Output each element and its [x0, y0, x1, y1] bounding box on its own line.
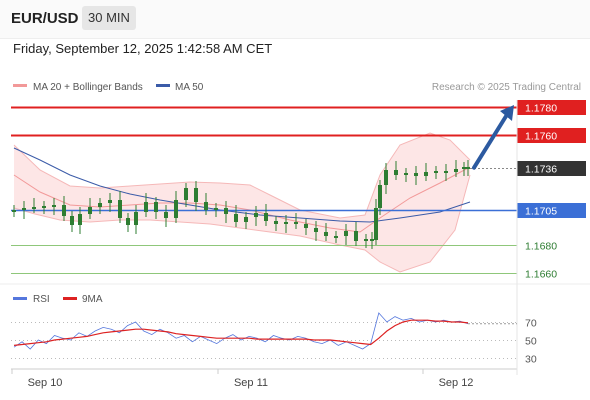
time-axis-label: Sep 10 [28, 377, 63, 389]
pivot-price-label: 1.1705 [525, 206, 557, 218]
candle-body [204, 202, 208, 210]
candle-body [118, 200, 122, 218]
candle-body [234, 214, 238, 222]
ma50-legend-label: MA 50 [175, 82, 204, 93]
candle-body [384, 170, 388, 185]
candle-body [244, 217, 248, 222]
candle-body [404, 173, 408, 175]
candle-body [344, 231, 348, 236]
credit-label: Research © 2025 Trading Central [432, 82, 581, 93]
candle-body [52, 205, 56, 207]
last-price-price-label: 1.1736 [525, 164, 557, 176]
candle-body [414, 173, 418, 176]
rsi-pane: 70 50 30 [11, 312, 537, 366]
resistance-tag-pointer [517, 100, 523, 115]
resistance-price-label: 1.1780 [525, 103, 557, 115]
candle-body [364, 239, 368, 241]
target-arrow-head [500, 105, 514, 121]
timeframe-button[interactable]: 30 MIN [82, 6, 136, 30]
candle-body [334, 236, 338, 238]
price-levels: 1.1780 1.1760 1.1736 1.1705 1.1680 1.1660 [11, 100, 586, 281]
ma50-legend-swatch [156, 84, 170, 87]
candle-body [164, 212, 168, 218]
pivot-tag-pointer [517, 203, 523, 218]
bollinger-lower-line [13, 174, 471, 273]
bollinger-legend-label: MA 20 + Bollinger Bands [33, 82, 143, 93]
rsi-legend-label: RSI [33, 294, 50, 305]
bollinger-band-fill [14, 133, 470, 272]
rsi-ma-legend-swatch [63, 297, 77, 300]
last-price-tag-pointer [517, 161, 523, 176]
resistance-price-label: 1.1760 [525, 131, 557, 143]
candle-body [214, 208, 218, 210]
rsi-ma-line [13, 319, 469, 346]
candle-body [284, 222, 288, 224]
bollinger-band-area [13, 132, 471, 273]
rsi-legend-swatch [13, 297, 27, 300]
support-price-label: 1.1680 [525, 241, 557, 253]
symbol-label: EUR/USD [11, 10, 79, 27]
time-axis-label: Sep 12 [439, 377, 474, 389]
candlestick-series [12, 160, 470, 249]
bollinger-upper-line [13, 132, 471, 219]
candle-body [174, 200, 178, 218]
candle-body [126, 218, 130, 225]
candle-body [454, 169, 458, 172]
candle-body [12, 210, 16, 212]
resistance-tag-pointer [517, 128, 523, 143]
candle-body [254, 213, 258, 217]
time-axis-label: Sep 11 [234, 377, 268, 389]
candle-body [62, 205, 66, 216]
rsi-tick-label: 50 [525, 336, 537, 348]
candle-body [374, 208, 378, 240]
candle-body [88, 207, 92, 214]
candle-body [444, 171, 448, 173]
candle-body [370, 239, 374, 241]
candle-body [462, 167, 466, 169]
candle-body [314, 228, 318, 232]
candle-body [144, 202, 148, 212]
ma20-line [13, 166, 471, 233]
candle-body [22, 208, 26, 210]
candle-body [194, 188, 198, 202]
target-arrow [472, 105, 514, 170]
candle-body [394, 170, 398, 175]
candle-body [184, 188, 188, 200]
candle-body [108, 200, 112, 203]
candle-body [42, 206, 46, 208]
support-price-label: 1.1660 [525, 269, 557, 281]
rsi-tick-label: 70 [525, 318, 537, 330]
candle-body [78, 214, 82, 225]
candle-body [378, 185, 382, 208]
target-arrow-shaft [472, 111, 510, 170]
candle-body [274, 221, 278, 224]
bollinger-legend-swatch [13, 84, 27, 87]
candle-body [70, 216, 74, 225]
candle-body [354, 231, 358, 241]
rsi-tick-label: 30 [525, 354, 537, 366]
candle-body [434, 171, 438, 173]
candle-body [466, 167, 470, 169]
candle-body [224, 208, 228, 214]
candle-body [324, 232, 328, 236]
pivot-price-tag [517, 203, 586, 218]
rsi-ma-legend-label: 9MA [82, 294, 103, 305]
resistance-price-tag [517, 128, 586, 143]
candle-body [134, 212, 138, 225]
last-price-price-tag [517, 161, 586, 176]
candle-body [424, 172, 428, 176]
candle-body [304, 224, 308, 228]
chart-header: EUR/USD 30 MIN [0, 0, 590, 39]
timestamp-label: Friday, September 12, 2025 1:42:58 AM CE… [13, 41, 273, 56]
resistance-price-tag [517, 100, 586, 115]
candle-body [32, 207, 36, 209]
rsi-line [13, 312, 469, 350]
time-axis-labels: Sep 10 Sep 11 Sep 12 [11, 369, 474, 389]
candle-body [264, 213, 268, 221]
candle-body [294, 222, 298, 224]
candle-body [98, 203, 102, 207]
candle-body [154, 202, 158, 212]
